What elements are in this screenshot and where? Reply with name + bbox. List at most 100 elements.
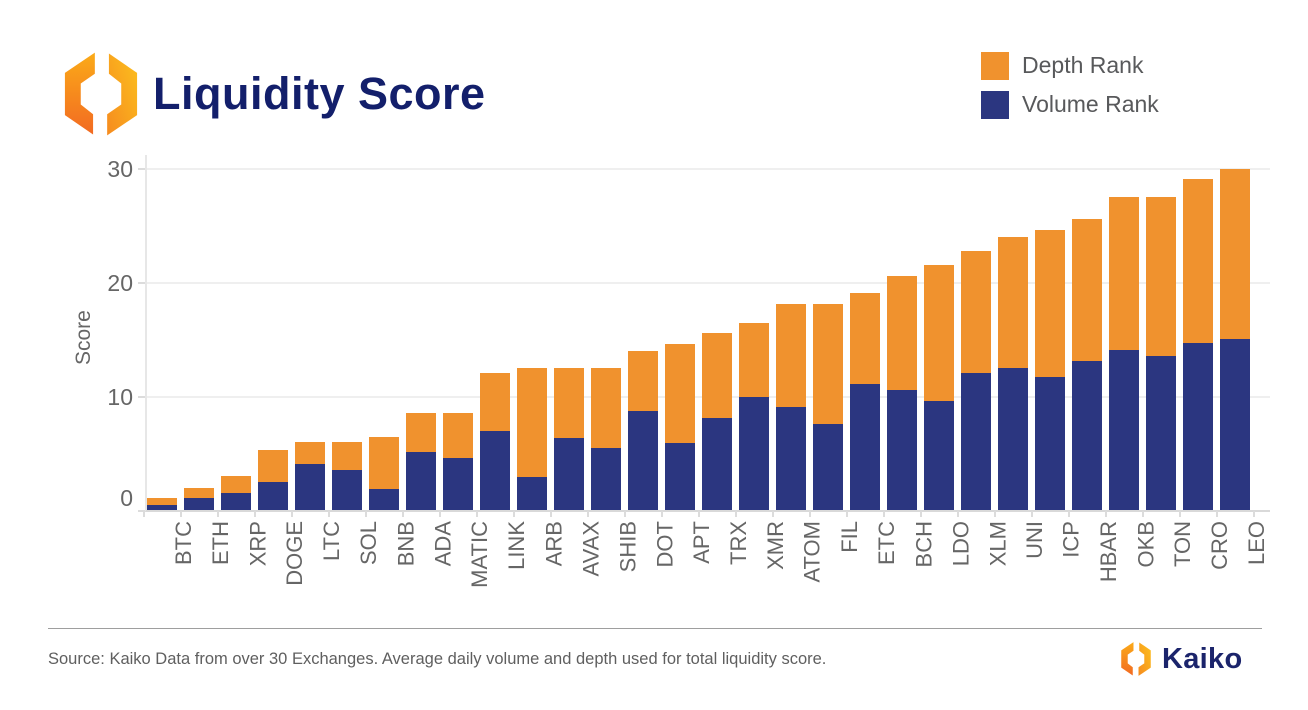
bar-ICP-depth-rank — [1035, 230, 1065, 378]
bar-HBAR-depth-rank — [1072, 219, 1102, 362]
bar-LTC-depth-rank — [295, 442, 325, 464]
x-tick — [845, 510, 848, 517]
bar-XMR-volume-rank — [739, 396, 769, 511]
x-tick — [253, 510, 256, 517]
x-tick — [290, 510, 293, 517]
bar-ETC-depth-rank — [850, 293, 880, 385]
x-tick-label-ARB: ARB — [541, 521, 566, 567]
bar-DOGE-volume-rank — [258, 482, 288, 511]
bar-LTC-volume-rank — [295, 463, 325, 511]
bar-APT-depth-rank — [665, 344, 695, 444]
y-tick-10 — [138, 395, 146, 398]
gridline-y30 — [146, 168, 1270, 170]
x-tick — [882, 510, 885, 517]
x-tick-label-XRP: XRP — [245, 521, 270, 567]
bar-BTC-depth-rank — [147, 497, 177, 505]
bar-ARB-depth-rank — [517, 368, 547, 478]
legend-swatch-icon — [981, 90, 1009, 119]
x-tick — [660, 510, 663, 517]
x-tick-label-TRX: TRX — [726, 521, 751, 565]
bar-TON-volume-rank — [1146, 355, 1176, 511]
y-axis-title: Score — [72, 310, 95, 365]
x-tick — [1141, 510, 1144, 517]
bar-APT-volume-rank — [665, 443, 695, 511]
x-tick — [734, 510, 737, 517]
chart-legend: Depth Rank Volume Rank — [981, 51, 1159, 129]
x-tick — [1104, 510, 1107, 517]
x-tick — [401, 510, 404, 517]
x-tick — [808, 510, 811, 517]
y-tick-label-20: 20 — [107, 269, 133, 296]
bar-ATOM-volume-rank — [776, 406, 806, 511]
kaiko-wordmark: Kaiko — [1162, 642, 1243, 675]
x-tick-label-HBAR: HBAR — [1096, 521, 1121, 583]
y-tick-label-10: 10 — [107, 383, 133, 410]
x-tick-label-ADA: ADA — [430, 521, 455, 567]
x-tick — [586, 510, 589, 517]
bar-XLM-depth-rank — [961, 250, 991, 373]
legend-row-volume-rank: Volume Rank — [981, 90, 1159, 119]
x-tick — [1215, 510, 1218, 517]
bar-DOT-depth-rank — [628, 351, 658, 412]
x-tick-label-ICP: ICP — [1059, 521, 1084, 558]
bar-TRX-volume-rank — [702, 418, 732, 511]
kaiko-logo-icon-small — [1121, 642, 1151, 676]
bar-ADA-volume-rank — [406, 452, 436, 511]
bar-CRO-depth-rank — [1183, 179, 1213, 344]
x-tick — [438, 510, 441, 517]
bar-BCH-depth-rank — [887, 276, 917, 390]
bar-SOL-depth-rank — [332, 442, 362, 470]
bar-ICP-volume-rank — [1035, 377, 1065, 511]
x-tick-label-XMR: XMR — [763, 521, 788, 570]
bar-XLM-volume-rank — [961, 372, 991, 511]
x-tick-label-LDO: LDO — [948, 521, 973, 567]
bar-DOT-volume-rank — [628, 411, 658, 511]
bar-ETH-volume-rank — [184, 497, 214, 511]
bar-LINK-depth-rank — [480, 372, 510, 431]
x-tick — [216, 510, 219, 517]
kaiko-brand: Kaiko — [1118, 641, 1242, 677]
bar-SHIB-depth-rank — [591, 368, 621, 448]
bar-TRX-depth-rank — [702, 332, 732, 419]
x-tick-label-CRO: CRO — [1207, 521, 1232, 570]
x-tick — [327, 510, 330, 517]
bar-XRP-depth-rank — [221, 476, 251, 494]
x-tick-label-OKB: OKB — [1133, 521, 1158, 568]
y-tick-0 — [138, 509, 146, 512]
x-tick — [623, 510, 626, 517]
bar-LDO-depth-rank — [924, 264, 954, 402]
legend-label: Volume Rank — [1022, 91, 1159, 117]
x-tick — [993, 510, 996, 517]
x-tick-label-LEO: LEO — [1244, 521, 1269, 566]
bar-CRO-volume-rank — [1183, 343, 1213, 511]
y-tick-30 — [138, 168, 146, 170]
bar-BNB-depth-rank — [369, 436, 399, 489]
x-tick — [956, 510, 959, 517]
x-tick-label-APT: APT — [689, 521, 714, 564]
x-tick-label-ETH: ETH — [208, 521, 233, 565]
bar-ATOM-depth-rank — [776, 304, 806, 407]
bar-LDO-volume-rank — [924, 401, 954, 511]
footer-divider — [48, 628, 1262, 629]
page-title: Liquidity Score — [153, 68, 486, 119]
x-tick — [1178, 510, 1181, 517]
x-tick-label-BTC: BTC — [171, 521, 196, 565]
source-note: Source: Kaiko Data from over 30 Exchange… — [48, 650, 827, 668]
x-tick-label-BCH: BCH — [911, 521, 936, 568]
bar-XMR-depth-rank — [739, 322, 769, 397]
bar-OKB-volume-rank — [1109, 349, 1139, 511]
bar-LEO-depth-rank — [1220, 169, 1250, 339]
bar-HBAR-volume-rank — [1072, 361, 1102, 511]
y-tick-label-0: 0 — [120, 484, 133, 511]
legend-swatch-icon — [981, 51, 1009, 80]
bar-UNI-volume-rank — [998, 368, 1028, 511]
y-tick-20 — [138, 281, 146, 284]
x-tick — [697, 510, 700, 517]
bar-ADA-depth-rank — [406, 412, 436, 453]
x-tick — [179, 510, 182, 517]
x-tick-label-LINK: LINK — [504, 521, 529, 570]
legend-label: Depth Rank — [1022, 52, 1144, 78]
x-tick-label-DOT: DOT — [652, 521, 677, 568]
x-tick — [1252, 510, 1255, 517]
bar-MATIC-volume-rank — [443, 458, 473, 511]
